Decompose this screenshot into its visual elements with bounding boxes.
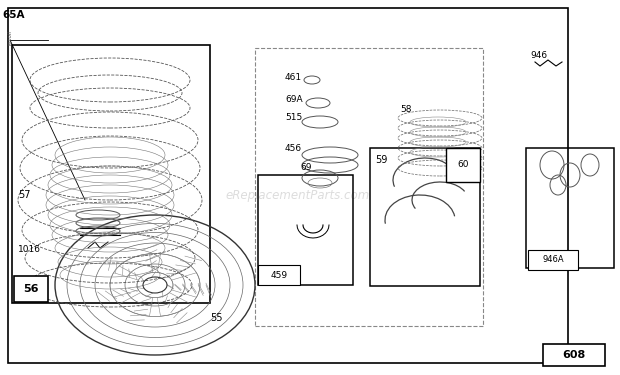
Bar <box>528 250 578 270</box>
Bar <box>543 344 605 366</box>
Text: 55: 55 <box>210 313 223 323</box>
Text: 946A: 946A <box>542 255 564 264</box>
Text: 60: 60 <box>458 160 469 170</box>
Bar <box>446 148 480 182</box>
Bar <box>258 175 353 285</box>
Bar <box>526 148 614 268</box>
Text: 69: 69 <box>300 164 311 172</box>
Text: 459: 459 <box>270 270 288 279</box>
Text: 59: 59 <box>375 155 388 165</box>
Text: 56: 56 <box>24 284 38 294</box>
Text: 608: 608 <box>562 350 586 360</box>
Bar <box>255 48 483 326</box>
Text: 1016: 1016 <box>18 246 41 255</box>
Text: 57: 57 <box>18 190 30 200</box>
Text: 946: 946 <box>530 51 547 60</box>
Text: 515: 515 <box>285 114 303 123</box>
Text: 456: 456 <box>285 144 302 153</box>
Text: 65A: 65A <box>2 10 25 20</box>
Bar <box>370 148 480 286</box>
Bar <box>12 45 210 303</box>
Text: 461: 461 <box>285 74 302 82</box>
Bar <box>258 265 300 285</box>
Text: eReplacementParts.com: eReplacementParts.com <box>226 189 370 201</box>
Bar <box>14 276 48 302</box>
Text: recoil: recoil <box>7 30 12 45</box>
Text: 69A: 69A <box>285 96 303 105</box>
Text: 58: 58 <box>400 105 412 114</box>
